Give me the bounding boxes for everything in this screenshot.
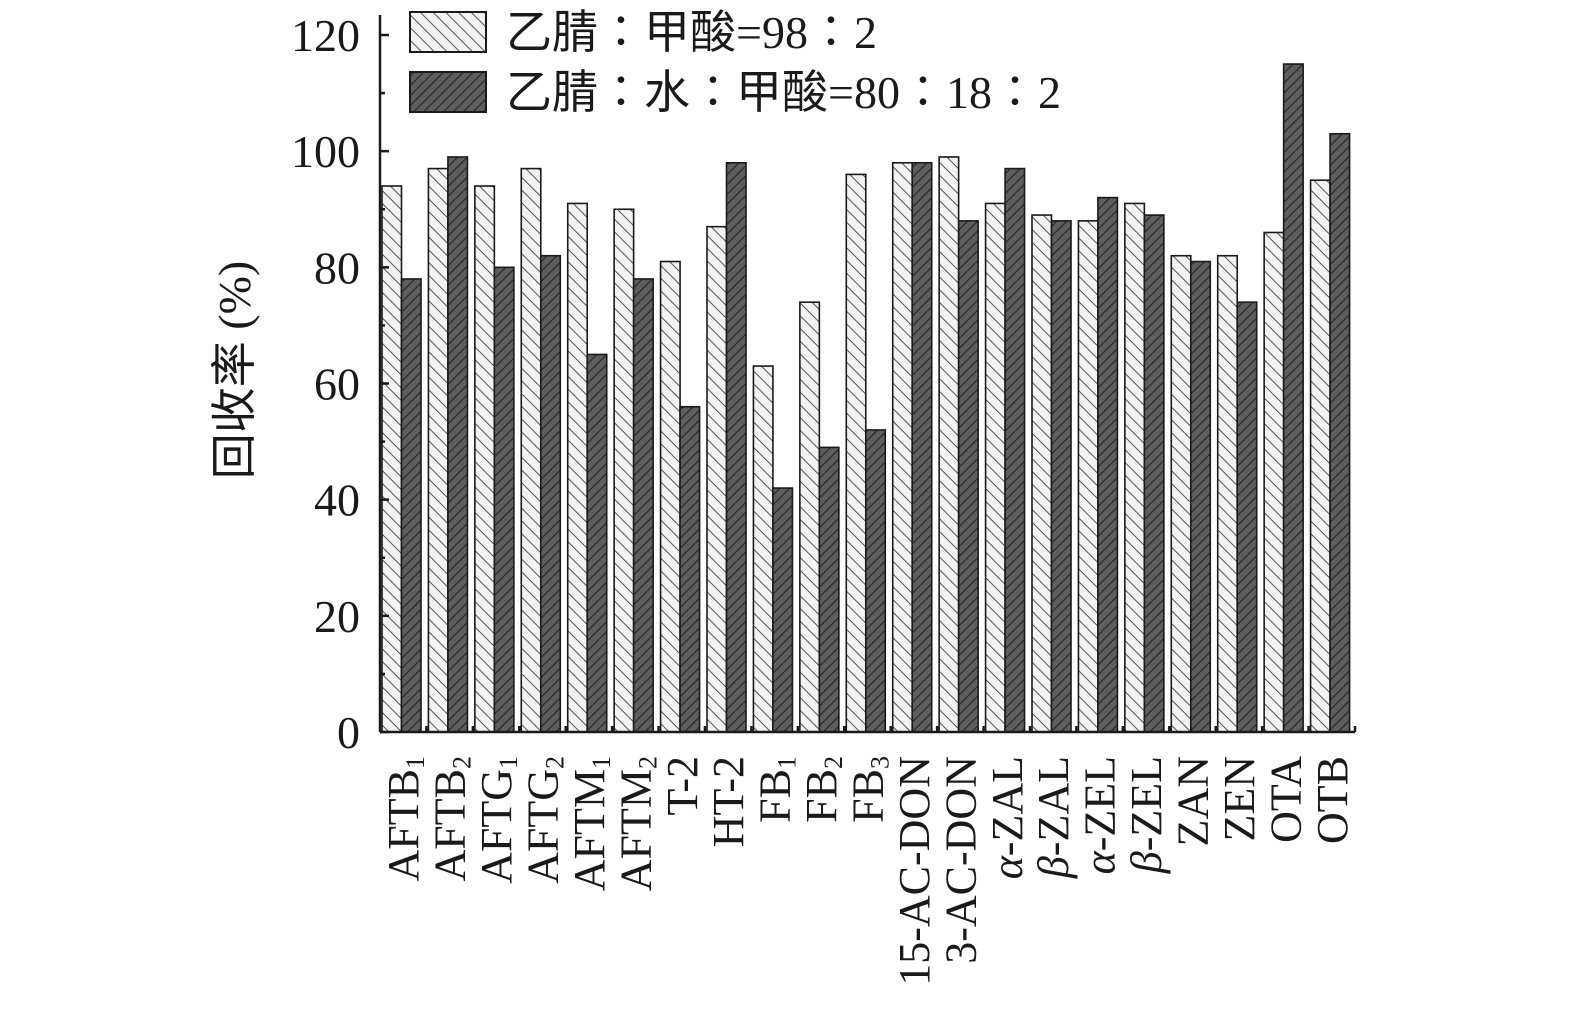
y-tick-label: 40: [314, 475, 360, 526]
x-axis: AFTB1AFTB2AFTG1AFTG2AFTM1AFTM2T-2HT-2FB1…: [379, 726, 1357, 986]
bar-series-2-9: [818, 446, 840, 733]
bar-series-1-10: [845, 173, 867, 733]
bar-series-2-13: [1004, 167, 1026, 733]
x-tick-label: AFTM2: [611, 756, 662, 891]
bar-series-1-14: [1031, 214, 1053, 733]
bar-series-1-7: [706, 225, 728, 733]
bar-series-2-16: [1143, 214, 1165, 733]
bar-series-1-20: [1309, 179, 1331, 733]
x-tick-label: 15-AC-DON: [890, 756, 939, 986]
y-tick-label: 0: [337, 707, 360, 758]
bar-series-1-3: [520, 167, 542, 733]
x-tick-label: OTB: [1308, 756, 1357, 844]
bar-series-2-11: [911, 161, 933, 733]
bar-series-2-4: [586, 353, 608, 733]
plot-area: [381, 63, 1351, 733]
bar-series-2-12: [957, 220, 979, 733]
y-tick-label: 60: [314, 359, 360, 410]
x-tick-label: β-ZAL: [1029, 756, 1078, 879]
bar-series-1-12: [938, 156, 960, 733]
bar-series-1-19: [1263, 231, 1285, 733]
y-tick-label: 100: [291, 126, 360, 177]
x-tick-label: β-ZEL: [1122, 756, 1171, 874]
bar-series-1-15: [1077, 220, 1099, 733]
bar-series-2-15: [1097, 196, 1119, 733]
legend-label-series-1: 乙腈∶甲酸=98∶2: [506, 7, 877, 58]
bar-series-2-18: [1236, 301, 1258, 733]
legend-swatch-series-1: [409, 11, 487, 53]
bar-series-2-6: [679, 405, 701, 733]
bar-series-1-18: [1216, 254, 1239, 733]
x-tick-label: α-ZAL: [983, 756, 1032, 879]
bar-series-2-7: [725, 161, 747, 733]
legend: 乙腈∶甲酸=98∶2 乙腈∶水∶甲酸=80∶18∶2: [409, 7, 1061, 118]
y-tick-label: 20: [314, 591, 360, 642]
bar-series-1-17: [1170, 254, 1192, 733]
x-tick-label: AFTM1: [565, 756, 616, 891]
bar-series-2-5: [632, 278, 654, 733]
bar-series-2-20: [1329, 132, 1351, 733]
bar-series-1-1: [427, 167, 449, 733]
bar-series-1-16: [1124, 202, 1146, 733]
x-tick-label: ZAN: [1169, 756, 1218, 846]
y-axis: 0 20 40 60 80 100 120: [291, 10, 389, 758]
bar-series-2-14: [1050, 220, 1072, 733]
x-tick-label: HT-2: [704, 756, 753, 847]
bar-series-2-1: [447, 156, 469, 733]
x-tick-label: 3-AC-DON: [936, 756, 985, 964]
x-tick-label: AFTB1: [379, 756, 430, 881]
y-axis-label: 回收率 (%): [209, 261, 260, 479]
x-tick-label: FB1: [751, 756, 802, 823]
x-tick-label: AFTG2: [519, 756, 570, 884]
bar-series-2-2: [493, 266, 515, 733]
bar-series-2-17: [1189, 260, 1212, 733]
legend-swatch-series-2: [409, 71, 487, 113]
bar-series-1-6: [659, 260, 681, 733]
bar-series-2-10: [864, 429, 887, 733]
bar-series-1-2: [474, 185, 496, 733]
x-tick-label: AFTG1: [472, 756, 523, 884]
bar-series-2-19: [1282, 63, 1304, 733]
x-tick-label: FB2: [797, 756, 848, 823]
x-tick-label: AFTB2: [426, 756, 477, 881]
y-tick-label: 80: [314, 242, 360, 293]
x-tick-label: α-ZEL: [1076, 756, 1125, 874]
bar-series-2-0: [400, 278, 422, 733]
bar-series-1-9: [799, 301, 821, 733]
bar-series-1-11: [891, 161, 914, 733]
bar-series-1-4: [566, 202, 589, 733]
bar-series-1-13: [984, 202, 1006, 733]
x-tick-label: ZEN: [1215, 756, 1264, 842]
x-tick-label: FB3: [844, 756, 895, 823]
x-tick-label: T-2: [658, 756, 707, 816]
y-tick-label: 120: [291, 10, 360, 61]
legend-label-series-2: 乙腈∶水∶甲酸=80∶18∶2: [506, 67, 1061, 118]
bar-series-2-8: [772, 487, 794, 733]
x-tick-label: OTA: [1261, 756, 1310, 843]
bar-series-2-3: [539, 254, 562, 733]
bar-series-1-5: [613, 208, 635, 733]
bar-series-1-8: [752, 365, 774, 733]
